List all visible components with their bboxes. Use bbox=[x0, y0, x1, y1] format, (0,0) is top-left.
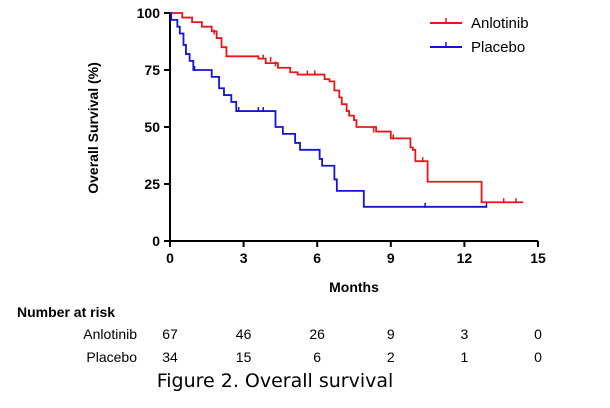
chart-series bbox=[170, 12, 524, 208]
y-tick-label: 50 bbox=[144, 119, 160, 135]
risk-count: 6 bbox=[313, 349, 322, 365]
risk-count: 0 bbox=[534, 349, 542, 365]
x-tick-label: 3 bbox=[240, 250, 248, 266]
legend-label-anlotinib: Anlotinib bbox=[471, 15, 529, 32]
y-tick-label: 0 bbox=[152, 233, 160, 249]
x-tick-label: 6 bbox=[313, 250, 321, 266]
x-tick-label: 15 bbox=[530, 250, 546, 266]
chart-axes: 0 25 50 75 100 0 3 6 9 12 15 bbox=[137, 5, 546, 266]
figure-caption: Figure 2. Overall survival bbox=[156, 370, 394, 392]
y-tick-label: 100 bbox=[137, 5, 161, 21]
survival-chart: 0 25 50 75 100 0 3 6 9 12 15 Anlotinib Placebo Mont… bbox=[85, 5, 546, 295]
risk-count: 26 bbox=[309, 326, 325, 342]
series-line-anlotinib bbox=[170, 12, 524, 204]
legend-label-placebo: Placebo bbox=[471, 39, 525, 56]
risk-count: 15 bbox=[235, 349, 252, 365]
risk-count: 3 bbox=[460, 326, 469, 342]
risk-count: 46 bbox=[235, 326, 252, 342]
x-axis-title: Months bbox=[329, 279, 379, 295]
y-axis-title: Overall Survival (%) bbox=[85, 62, 101, 194]
y-tick-label: 75 bbox=[144, 62, 160, 78]
series-line-placebo bbox=[170, 12, 487, 208]
risk-count: 9 bbox=[386, 326, 395, 342]
chart-legend: Anlotinib Placebo bbox=[430, 15, 529, 56]
risk-row-label: Anlotinib bbox=[83, 326, 137, 342]
risk-count: 0 bbox=[534, 326, 542, 342]
risk-row-label: Placebo bbox=[86, 349, 137, 365]
risk-count: 2 bbox=[386, 349, 395, 365]
risk-table-title: Number at risk bbox=[17, 304, 116, 320]
x-tick-label: 9 bbox=[387, 250, 395, 266]
x-tick-label: 12 bbox=[457, 250, 473, 266]
x-tick-label: 0 bbox=[166, 250, 174, 266]
y-tick-label: 25 bbox=[144, 176, 160, 192]
risk-count: 1 bbox=[460, 349, 469, 365]
risk-count: 67 bbox=[162, 326, 178, 342]
risk-count: 34 bbox=[162, 349, 178, 365]
